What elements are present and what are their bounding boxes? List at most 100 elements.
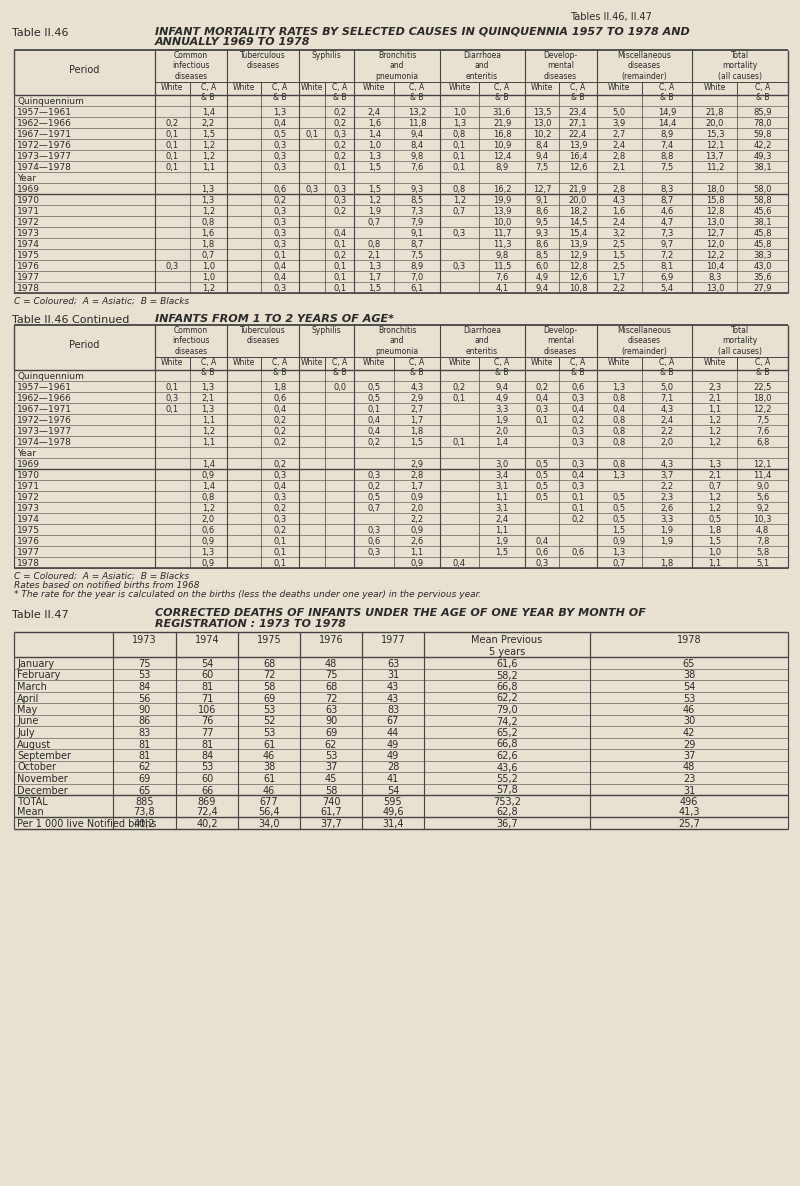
Text: 0,5: 0,5 [368, 493, 381, 502]
Text: 0,3: 0,3 [571, 438, 585, 447]
Text: 1,1: 1,1 [202, 416, 214, 425]
Text: 60: 60 [201, 670, 213, 681]
Text: 12,9: 12,9 [569, 251, 587, 260]
Text: 1,0: 1,0 [202, 262, 214, 270]
Text: 0,2: 0,2 [334, 251, 346, 260]
Text: 3,7: 3,7 [660, 471, 674, 480]
Text: 38: 38 [263, 763, 275, 772]
Text: 1,3: 1,3 [453, 119, 466, 128]
Text: 0,0: 0,0 [334, 383, 346, 393]
Text: 69: 69 [263, 694, 275, 703]
Text: 10,2: 10,2 [533, 130, 551, 139]
Text: 65: 65 [138, 785, 150, 796]
Text: 1,5: 1,5 [613, 251, 626, 260]
Text: 0,6: 0,6 [274, 185, 286, 195]
Text: 1976: 1976 [17, 537, 40, 546]
Text: 43: 43 [387, 694, 399, 703]
Text: 46: 46 [683, 704, 695, 715]
Text: June: June [17, 716, 38, 727]
Text: 59,8: 59,8 [754, 130, 772, 139]
Text: White: White [363, 83, 386, 93]
Text: 16,4: 16,4 [569, 152, 587, 161]
Text: 1,1: 1,1 [410, 548, 423, 557]
Text: 10,8: 10,8 [569, 283, 587, 293]
Text: 40,2: 40,2 [134, 820, 155, 829]
Text: 2,9: 2,9 [410, 394, 423, 403]
Text: 0,3: 0,3 [368, 548, 381, 557]
Text: 58: 58 [263, 682, 275, 691]
Text: 2,2: 2,2 [661, 482, 674, 491]
Text: 36,7: 36,7 [496, 820, 518, 829]
Text: 31,6: 31,6 [493, 108, 511, 117]
Text: 0,2: 0,2 [334, 152, 346, 161]
Text: 1,8: 1,8 [202, 240, 215, 249]
Text: 0,8: 0,8 [202, 218, 215, 227]
Text: 0,1: 0,1 [453, 394, 466, 403]
Text: 1,9: 1,9 [495, 537, 509, 546]
Text: 68: 68 [263, 659, 275, 669]
Text: INFANT MORTALITY RATES BY SELECTED CAUSES IN QUINQUENNIA 1957 TO 1978 AND: INFANT MORTALITY RATES BY SELECTED CAUSE… [155, 26, 690, 36]
Text: 10,4: 10,4 [706, 262, 724, 270]
Text: 13,9: 13,9 [493, 208, 511, 216]
Text: 0,4: 0,4 [274, 262, 286, 270]
Text: Diarrhoea
and
enteritis: Diarrhoea and enteritis [463, 51, 501, 81]
Text: Period: Period [70, 340, 100, 350]
Text: C, A
& B: C, A & B [332, 83, 347, 102]
Text: 1974—1978: 1974—1978 [17, 438, 72, 447]
Text: 677: 677 [260, 797, 278, 806]
Text: 1,3: 1,3 [368, 262, 381, 270]
Text: 0,6: 0,6 [571, 383, 585, 393]
Text: White: White [704, 83, 726, 93]
Text: C, A
& B: C, A & B [755, 83, 770, 102]
Text: 2,2: 2,2 [202, 119, 214, 128]
Text: 13,5: 13,5 [533, 108, 551, 117]
Text: 13,0: 13,0 [706, 218, 724, 227]
Text: 0,4: 0,4 [334, 229, 346, 238]
Text: 0,8: 0,8 [453, 185, 466, 195]
Text: 0,1: 0,1 [166, 130, 179, 139]
Text: 1,3: 1,3 [613, 548, 626, 557]
Text: 2,0: 2,0 [661, 438, 674, 447]
Text: 496: 496 [680, 797, 698, 806]
Text: January: January [17, 659, 54, 669]
Text: 37,7: 37,7 [320, 820, 342, 829]
Text: 2,3: 2,3 [708, 383, 722, 393]
Text: 14,5: 14,5 [569, 218, 587, 227]
Text: 0,9: 0,9 [202, 471, 214, 480]
Text: 28: 28 [387, 763, 399, 772]
Text: 1,2: 1,2 [202, 427, 214, 436]
Text: 1,9: 1,9 [368, 208, 381, 216]
Text: 0,7: 0,7 [613, 559, 626, 568]
Text: 10,3: 10,3 [754, 515, 772, 524]
Text: 3,2: 3,2 [613, 229, 626, 238]
Text: 0,6: 0,6 [274, 394, 286, 403]
Text: 0,2: 0,2 [368, 438, 381, 447]
Text: 2,2: 2,2 [410, 515, 423, 524]
Text: 9,0: 9,0 [756, 482, 770, 491]
Text: 9,8: 9,8 [495, 251, 509, 260]
Text: 44: 44 [387, 728, 399, 738]
Text: 1,0: 1,0 [202, 273, 214, 282]
Text: 16,8: 16,8 [493, 130, 511, 139]
Text: December: December [17, 785, 68, 796]
Text: 1,2: 1,2 [708, 416, 722, 425]
Text: 9,5: 9,5 [535, 218, 549, 227]
Text: C, A
& B: C, A & B [570, 83, 586, 102]
Text: 48: 48 [325, 659, 337, 669]
Text: 4,3: 4,3 [660, 404, 674, 414]
Text: Year: Year [17, 174, 36, 183]
Text: 0,3: 0,3 [453, 262, 466, 270]
Text: REGISTRATION : 1973 TO 1978: REGISTRATION : 1973 TO 1978 [155, 619, 346, 629]
Text: 2,3: 2,3 [660, 493, 674, 502]
Text: 1974: 1974 [194, 635, 219, 645]
Text: 42,2: 42,2 [754, 141, 772, 149]
Text: 8,3: 8,3 [708, 273, 722, 282]
Text: 1,6: 1,6 [202, 229, 215, 238]
Text: 8,8: 8,8 [660, 152, 674, 161]
Text: 1,3: 1,3 [202, 185, 215, 195]
Text: 58,8: 58,8 [754, 196, 772, 205]
Text: 0,7: 0,7 [202, 251, 215, 260]
Text: 66,8: 66,8 [496, 682, 518, 691]
Text: 1971: 1971 [17, 208, 40, 216]
Text: 31: 31 [683, 785, 695, 796]
